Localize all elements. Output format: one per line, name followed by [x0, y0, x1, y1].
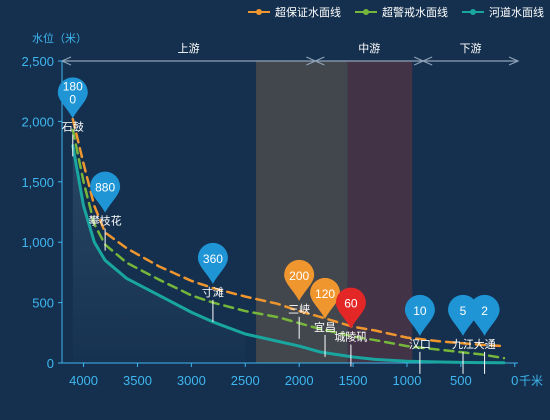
- station-value: 200: [289, 269, 309, 283]
- x-tick-label: 1000: [393, 373, 422, 388]
- x-tick-label: 4000: [69, 373, 98, 388]
- station-name: 三峡: [288, 302, 310, 316]
- x-tick-label: 3000: [177, 373, 206, 388]
- region-band: [256, 61, 348, 363]
- region-label: 下游: [460, 42, 482, 55]
- station-value: 60: [344, 297, 358, 311]
- series-line: [71, 144, 506, 365]
- legend-item[interactable]: 河道水面线: [462, 4, 544, 20]
- station-marker: [57, 77, 88, 119]
- station-name: 大通: [474, 337, 496, 351]
- station-value: 5: [460, 304, 467, 318]
- station-value: 2: [481, 304, 488, 318]
- region-arrow: [313, 56, 325, 66]
- y-tick-label: 0: [47, 356, 54, 371]
- x-tick-label: 3500: [123, 373, 152, 388]
- station-name: 石鼓: [62, 119, 84, 133]
- legend-item[interactable]: 超保证水面线: [248, 4, 341, 20]
- legend-label: 河道水面线: [489, 6, 544, 19]
- legend-swatch: [462, 7, 484, 17]
- y-axis-title: 水位（米）: [32, 31, 87, 45]
- y-tick-label: 1,000: [21, 235, 54, 250]
- region-label: 上游: [178, 42, 200, 55]
- station-name: 汉口: [409, 338, 431, 351]
- station-marker: [335, 287, 366, 329]
- station-name: 攀枝花: [89, 214, 122, 228]
- station-value: 10: [413, 304, 427, 318]
- region-arrow: [508, 56, 520, 66]
- region-arrow: [421, 56, 433, 66]
- y-tick-label: 1,500: [21, 175, 54, 190]
- x-tick-label: 1500: [339, 373, 368, 388]
- region-label: 中游: [358, 42, 380, 55]
- x-axis-unit: 千米: [519, 374, 543, 388]
- station-name: 城陵矶: [334, 331, 367, 344]
- station-value: 360: [203, 252, 223, 266]
- legend-swatch: [355, 7, 377, 17]
- legend-item[interactable]: 超警戒水面线: [355, 4, 448, 20]
- station-name: 九江: [452, 338, 474, 351]
- x-tick-label: 2000: [285, 373, 314, 388]
- x-tick-label: 2500: [231, 373, 260, 388]
- station-marker: [90, 171, 121, 213]
- station-marker: [197, 242, 228, 284]
- station-marker: [284, 259, 315, 301]
- legend-swatch: [248, 7, 270, 17]
- station-marker: [404, 294, 435, 336]
- station-value: 180: [63, 79, 83, 93]
- y-tick-label: 2,500: [21, 54, 54, 69]
- station-name: 宜昌: [314, 320, 336, 334]
- legend-label: 超保证水面线: [275, 6, 341, 19]
- station-value: 120: [315, 287, 335, 301]
- y-tick-label: 2,000: [21, 114, 54, 129]
- upstream-area: [72, 145, 246, 363]
- station-value: 880: [95, 181, 115, 195]
- series-line: [71, 117, 506, 348]
- station-name: 寸滩: [202, 285, 224, 299]
- legend-label: 超警戒水面线: [382, 6, 448, 19]
- chart-legend: 超保证水面线 超警戒水面线 河道水面线: [248, 4, 544, 20]
- station-marker: [310, 277, 341, 319]
- station-marker: [469, 294, 500, 336]
- y-tick-label: 500: [32, 296, 54, 311]
- station-value: 0: [69, 92, 76, 106]
- x-tick-label: 500: [450, 373, 472, 388]
- x-tick-label: 0: [511, 373, 518, 388]
